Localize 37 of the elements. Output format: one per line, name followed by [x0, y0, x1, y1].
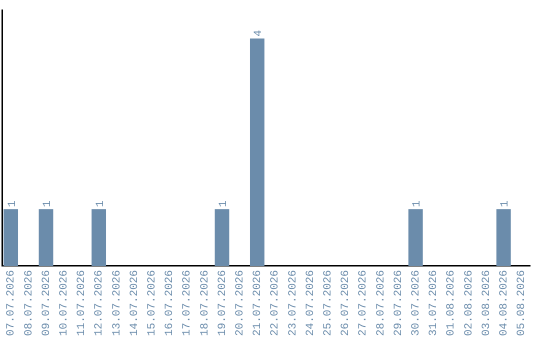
x-tick-label: 29.07.2026 [392, 270, 405, 336]
x-tick-label: 09.07.2026 [40, 270, 53, 336]
x-tick-label: 24.07.2026 [304, 270, 317, 336]
x-tick-label: 31.07.2026 [428, 270, 440, 336]
data-label: 4 [253, 29, 266, 36]
x-tick-label: 26.07.2026 [340, 270, 352, 336]
x-tick-label: 18.07.2026 [199, 270, 212, 336]
x-tick-label: 28.07.2026 [375, 270, 388, 336]
data-label: 1 [412, 200, 424, 208]
x-tick-label: 22.07.2026 [270, 270, 282, 336]
x-tick-label: 10.07.2026 [58, 270, 71, 336]
x-tick-label: 11.07.2026 [76, 270, 88, 336]
data-label: 1 [500, 200, 512, 208]
x-tick-label: 21.07.2026 [252, 270, 264, 336]
x-tick-label: 30.07.2026 [410, 270, 423, 336]
x-tick-label: 02.08.2026 [463, 270, 476, 336]
x-tick-label: 12.07.2026 [94, 270, 106, 336]
data-label: 1 [94, 200, 107, 208]
x-tick-label: 14.07.2026 [128, 270, 141, 336]
x-tick-label: 25.07.2026 [322, 270, 335, 336]
x-tick-label: 19.07.2026 [216, 270, 229, 336]
data-label: 1 [218, 200, 230, 208]
data-label: 1 [6, 200, 19, 208]
x-tick-label: 27.07.2026 [358, 270, 370, 336]
x-tick-label: 08.07.2026 [23, 270, 36, 336]
x-tick-label: 23.07.2026 [287, 270, 300, 336]
x-tick-label: 04.08.2026 [498, 270, 511, 336]
x-tick-label: 17.07.2026 [182, 270, 194, 336]
x-tick-label: 16.07.2026 [164, 270, 176, 336]
x-tick-label: 01.08.2026 [446, 270, 458, 336]
x-tick-label: 13.07.2026 [111, 270, 124, 336]
data-label: 1 [42, 200, 54, 208]
x-tick-label: 05.08.2026 [516, 270, 528, 336]
x-tick-label: 20.07.2026 [234, 270, 247, 336]
x-tick-label: 03.08.2026 [480, 270, 493, 336]
x-tick-label: 15.07.2026 [146, 270, 159, 336]
x-tick-label: 07.07.2026 [6, 270, 18, 336]
